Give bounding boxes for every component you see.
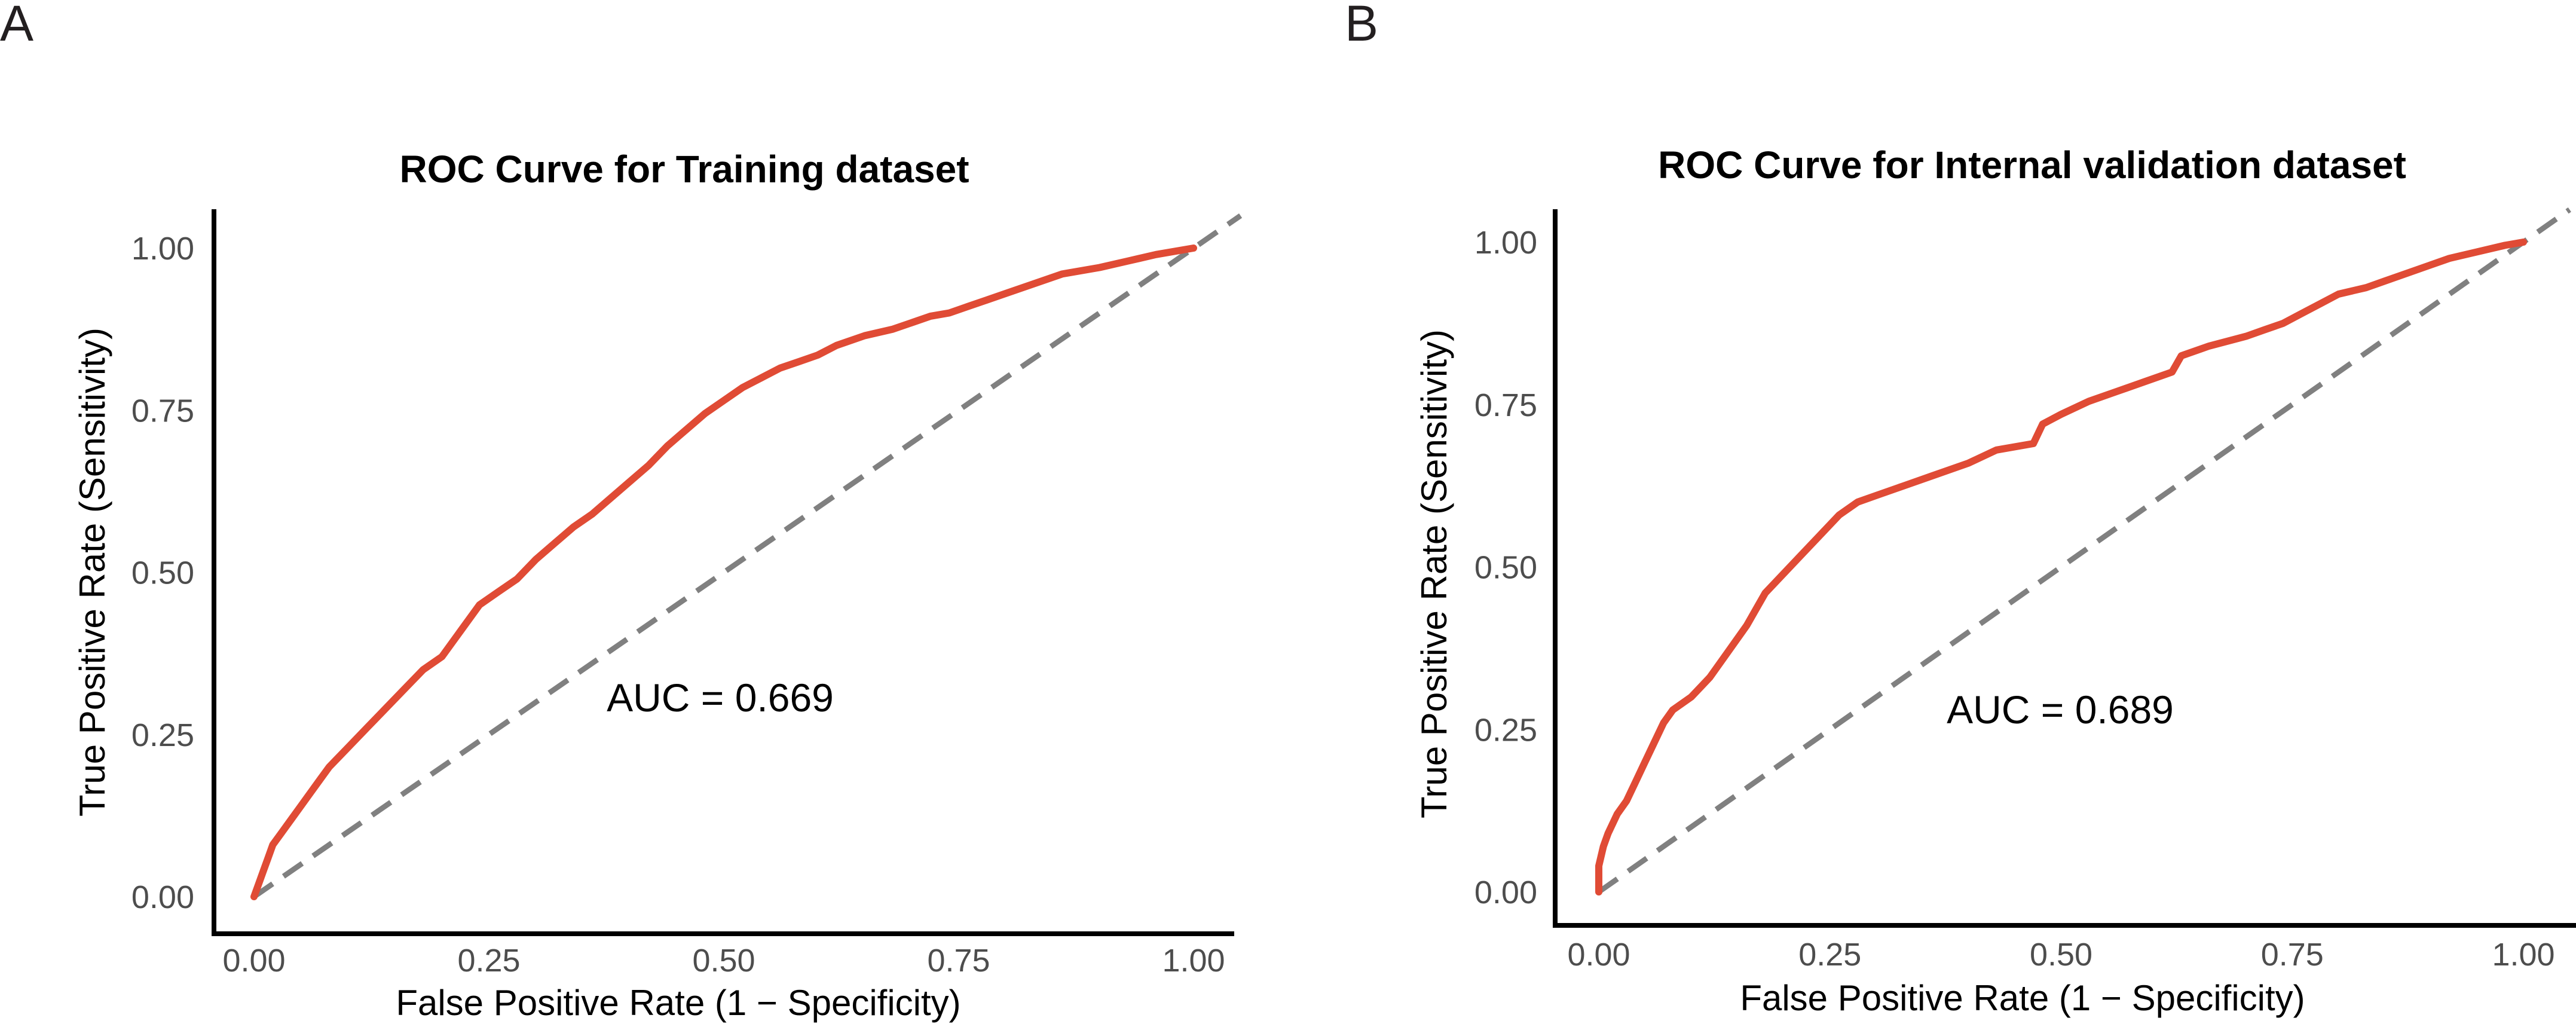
auc-annotation-b: AUC = 0.689 <box>1947 687 2174 732</box>
y-tick-label: 0.00 <box>1474 875 1537 910</box>
y-tick-label: 0.25 <box>1474 712 1537 748</box>
reference-diagonal-line <box>252 213 1243 899</box>
x-tick-label: 0.50 <box>2030 937 2092 973</box>
x-tick-label: 0.75 <box>927 943 990 979</box>
y-tick-label: 0.75 <box>1474 387 1537 423</box>
x-tick-label: 1.00 <box>2492 937 2554 973</box>
y-tick-label: 0.00 <box>131 879 194 915</box>
y-tick-label: 0.75 <box>131 393 194 429</box>
x-axis-title-a: False Positive Rate (1 − Specificity) <box>396 983 960 1023</box>
x-tick-label: 0.25 <box>1798 937 1861 973</box>
auc-annotation-a: AUC = 0.669 <box>607 676 834 720</box>
x-tick-label: 0.75 <box>2261 937 2324 973</box>
x-tick-label: 1.00 <box>1162 943 1225 979</box>
panel-letter-b: B <box>1345 0 1378 51</box>
y-tick-label: 0.50 <box>131 555 194 591</box>
plot-area-a: 0.00 0.25 0.50 0.75 1.00 0.00 0.25 0.50 0.75 1.00 <box>131 209 1243 979</box>
x-tick-label: 0.00 <box>1567 937 1630 973</box>
x-tick-label: 0.25 <box>457 943 520 979</box>
y-tick-label: 0.50 <box>1474 550 1537 586</box>
x-tick-label: 0.00 <box>222 943 285 979</box>
panel-letter-a: A <box>0 0 33 51</box>
y-tick-label: 0.25 <box>131 717 194 753</box>
chart-title-a: ROC Curve for Training dataset <box>399 148 969 191</box>
x-axis-title-b: False Positive Rate (1 − Specificity) <box>1740 978 2305 1018</box>
y-tick-label: 1.00 <box>131 231 194 267</box>
y-tick-label: 1.00 <box>1474 225 1537 261</box>
plot-area-b: 0.00 0.25 0.50 0.75 1.00 0.00 0.25 0.50 0.75 1.00 <box>1474 207 2576 973</box>
y-axis-title-b: True Positive Rate (Sensitivity) <box>1414 329 1454 818</box>
chart-title-b: ROC Curve for Internal validation datase… <box>1658 143 2406 187</box>
roc-curve-line <box>1595 239 2527 895</box>
panel-a: A ROC Curve for Training dataset 0.00 0.2… <box>0 0 1243 1023</box>
x-tick-label: 0.50 <box>692 943 755 979</box>
panel-b: B ROC Curve for Internal validation data… <box>1345 0 2576 1018</box>
y-axis-title-a: True Positive Rate (Sensitivity) <box>72 328 112 817</box>
roc-curve-line <box>250 244 1197 900</box>
reference-diagonal-line <box>1597 207 2571 894</box>
